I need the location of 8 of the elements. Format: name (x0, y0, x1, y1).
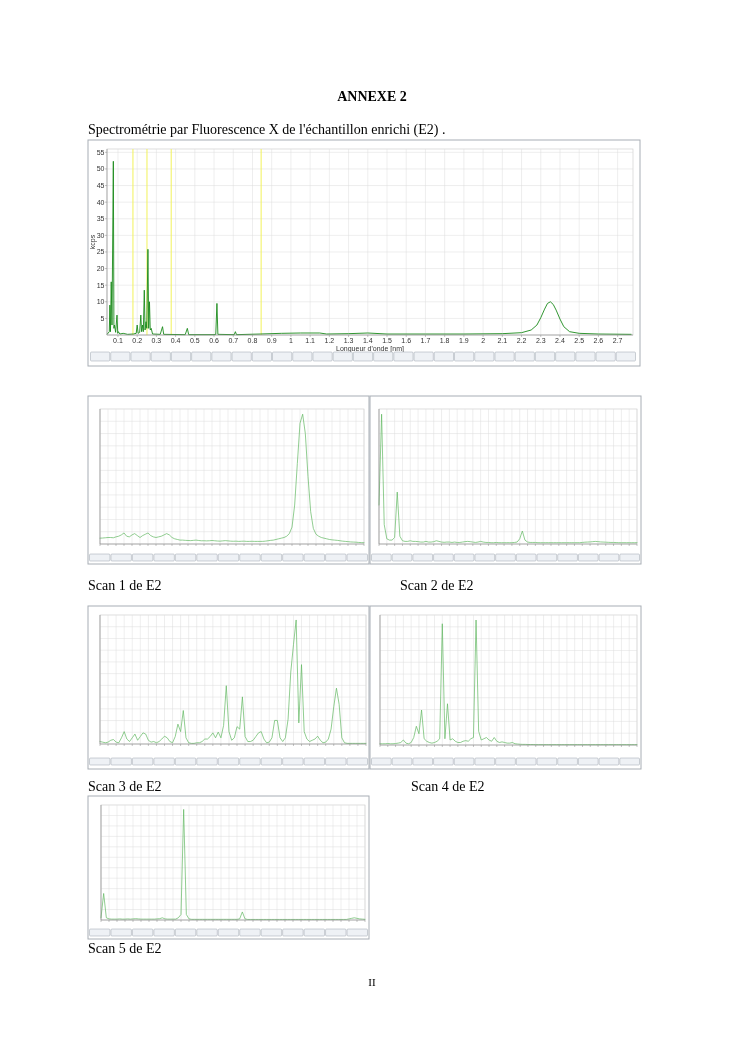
chart-subtitle: Spectrométrie par Fluorescence X de l'échantillon enrichi (E2) . (88, 122, 446, 138)
text: Scan 3 de E2 (88, 779, 162, 794)
text: Scan 2 de E2 (400, 578, 474, 593)
text: II (368, 976, 376, 988)
text: Scan 4 de E2 (411, 779, 485, 794)
chart-title: ANNEXE 2 (337, 89, 407, 104)
text: Scan 5 de E2 (88, 941, 162, 956)
text: Scan 1 de E2 (88, 578, 162, 593)
